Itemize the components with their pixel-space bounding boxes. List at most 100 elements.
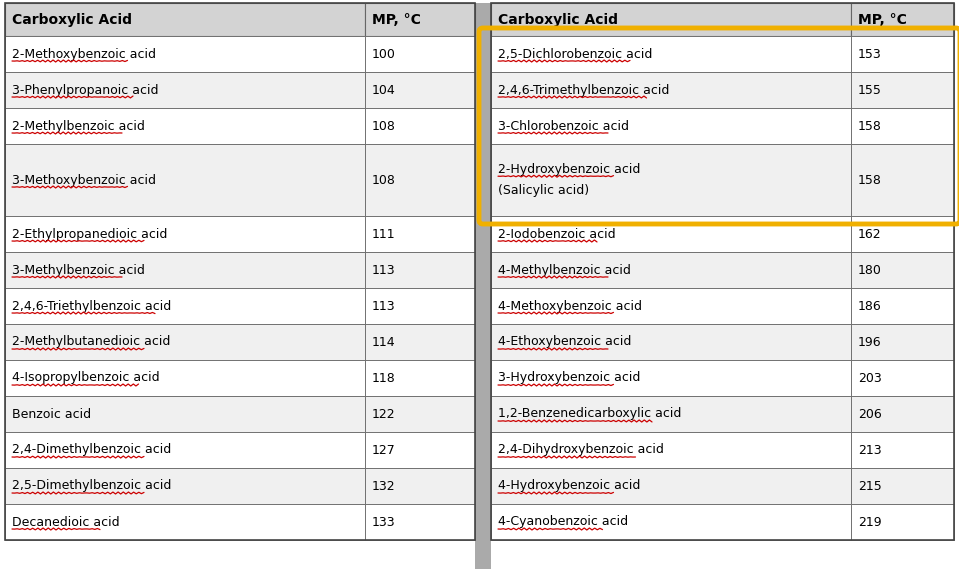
Bar (491, 360, 851, 396)
Text: 3-Methylbenzoic acid: 3-Methylbenzoic acid (12, 263, 145, 277)
Bar (491, 396, 851, 432)
Bar (491, 252, 851, 288)
Bar (5, 108, 365, 144)
Bar (5, 504, 365, 540)
Text: 122: 122 (372, 407, 396, 420)
Bar (5, 396, 365, 432)
Bar (851, 108, 954, 144)
Bar (5, 3, 365, 36)
Bar (365, 36, 475, 72)
Text: 155: 155 (858, 84, 882, 97)
Bar (5, 360, 365, 396)
Bar (491, 72, 851, 108)
Bar (5, 324, 365, 360)
Bar (5, 432, 365, 468)
Text: 4-Isopropylbenzoic acid: 4-Isopropylbenzoic acid (12, 372, 159, 385)
Bar (5, 72, 365, 108)
Bar (365, 504, 475, 540)
Text: 162: 162 (858, 228, 881, 241)
Text: 196: 196 (858, 336, 881, 348)
Text: Decanedioic acid: Decanedioic acid (12, 516, 120, 529)
Text: 3-Hydroxybenzoic acid: 3-Hydroxybenzoic acid (498, 372, 641, 385)
Bar (365, 288, 475, 324)
Bar (491, 3, 954, 540)
Text: 127: 127 (372, 443, 396, 456)
Bar (851, 36, 954, 72)
Text: 1,2-Benzenedicarboxylic acid: 1,2-Benzenedicarboxylic acid (498, 407, 682, 420)
Text: 118: 118 (372, 372, 396, 385)
Bar (851, 288, 954, 324)
Bar (365, 432, 475, 468)
Text: 186: 186 (858, 299, 881, 312)
Bar (365, 468, 475, 504)
Bar (851, 324, 954, 360)
Text: 108: 108 (372, 174, 396, 187)
Text: 3-Phenylpropanoic acid: 3-Phenylpropanoic acid (12, 84, 158, 97)
Bar (365, 360, 475, 396)
Text: 206: 206 (858, 407, 881, 420)
Text: MP, °C: MP, °C (858, 13, 907, 27)
Bar (851, 432, 954, 468)
Text: 219: 219 (858, 516, 881, 529)
Text: 3-Chlorobenzoic acid: 3-Chlorobenzoic acid (498, 119, 629, 133)
Text: 158: 158 (858, 174, 882, 187)
Bar (5, 3, 475, 540)
Text: 2-Methoxybenzoic acid: 2-Methoxybenzoic acid (12, 47, 156, 60)
Text: Carboxylic Acid: Carboxylic Acid (12, 13, 132, 27)
Text: 4-Methylbenzoic acid: 4-Methylbenzoic acid (498, 263, 631, 277)
Text: (Salicylic acid): (Salicylic acid) (498, 184, 589, 197)
Text: 4-Ethoxybenzoic acid: 4-Ethoxybenzoic acid (498, 336, 631, 348)
Bar (365, 72, 475, 108)
Text: 2-Methylbenzoic acid: 2-Methylbenzoic acid (12, 119, 145, 133)
Bar (491, 216, 851, 252)
Text: 100: 100 (372, 47, 396, 60)
Bar (851, 3, 954, 36)
Bar (5, 288, 365, 324)
Text: 132: 132 (372, 480, 396, 493)
Text: 4-Methoxybenzoic acid: 4-Methoxybenzoic acid (498, 299, 642, 312)
Bar (491, 108, 851, 144)
Text: 2,4,6-Triethylbenzoic acid: 2,4,6-Triethylbenzoic acid (12, 299, 172, 312)
Bar (491, 36, 851, 72)
Bar (365, 216, 475, 252)
Bar (491, 144, 851, 216)
Bar (5, 468, 365, 504)
Bar (5, 216, 365, 252)
Bar (491, 324, 851, 360)
Text: 4-Cyanobenzoic acid: 4-Cyanobenzoic acid (498, 516, 628, 529)
Text: 203: 203 (858, 372, 881, 385)
Bar (491, 468, 851, 504)
Bar (851, 72, 954, 108)
Bar (5, 252, 365, 288)
Bar (365, 144, 475, 216)
Text: Carboxylic Acid: Carboxylic Acid (498, 13, 618, 27)
Text: 108: 108 (372, 119, 396, 133)
Bar (491, 288, 851, 324)
Text: MP, °C: MP, °C (372, 13, 421, 27)
Text: 2-Iodobenzoic acid: 2-Iodobenzoic acid (498, 228, 616, 241)
Text: 114: 114 (372, 336, 396, 348)
Bar (491, 432, 851, 468)
Text: Benzoic acid: Benzoic acid (12, 407, 91, 420)
Text: 213: 213 (858, 443, 881, 456)
Text: 113: 113 (372, 263, 396, 277)
Bar (491, 3, 851, 36)
Text: 3-Methoxybenzoic acid: 3-Methoxybenzoic acid (12, 174, 156, 187)
Bar (851, 396, 954, 432)
Text: 113: 113 (372, 299, 396, 312)
Text: 2-Hydroxybenzoic acid: 2-Hydroxybenzoic acid (498, 163, 641, 176)
Text: 180: 180 (858, 263, 882, 277)
Text: 104: 104 (372, 84, 396, 97)
Text: 2,5-Dichlorobenzoic acid: 2,5-Dichlorobenzoic acid (498, 47, 652, 60)
Text: 2-Methylbutanedioic acid: 2-Methylbutanedioic acid (12, 336, 171, 348)
Bar (851, 468, 954, 504)
Bar (491, 504, 851, 540)
Bar (365, 252, 475, 288)
Text: 2,5-Dimethylbenzoic acid: 2,5-Dimethylbenzoic acid (12, 480, 172, 493)
Bar (365, 108, 475, 144)
Bar (5, 144, 365, 216)
Text: 4-Hydroxybenzoic acid: 4-Hydroxybenzoic acid (498, 480, 641, 493)
Text: 153: 153 (858, 47, 881, 60)
Bar (851, 144, 954, 216)
Text: 2,4-Dimethylbenzoic acid: 2,4-Dimethylbenzoic acid (12, 443, 172, 456)
